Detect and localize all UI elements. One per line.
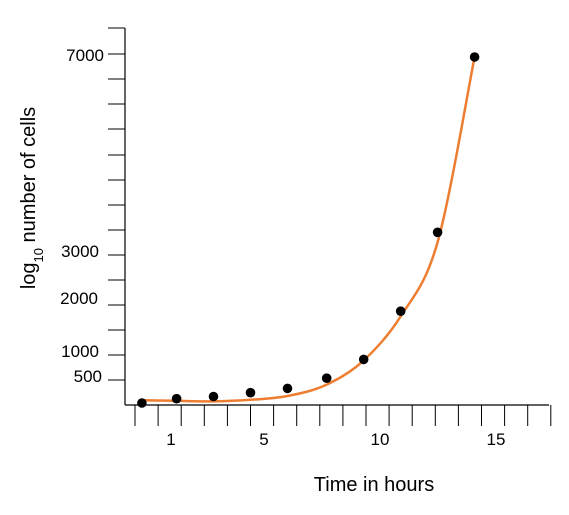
data-point: [321, 373, 332, 384]
y-tick-labels: 500 1000 2000 3000 7000: [60, 46, 104, 386]
data-point: [395, 306, 406, 317]
data-point: [432, 227, 443, 238]
x-tick-labels: 1 5 10 15: [166, 430, 505, 449]
y-tick-label-3000: 3000: [61, 242, 99, 261]
y-axis-title: log10 number of cells: [18, 107, 46, 289]
x-tick-label-5: 5: [259, 430, 268, 449]
data-point: [469, 52, 480, 62]
data-point: [208, 391, 219, 402]
y-tick-label-7000: 7000: [66, 46, 104, 65]
y-axis-ticks: [108, 27, 125, 381]
y-tick-label-500: 500: [74, 367, 102, 386]
data-point: [171, 393, 182, 404]
x-axis-ticks: [134, 405, 552, 426]
data-point: [282, 383, 293, 394]
fitted-curve: [141, 56, 476, 403]
x-axis-title: Time in hours: [314, 474, 434, 496]
y-tick-label-1000: 1000: [61, 342, 99, 361]
x-tick-label-1: 1: [166, 430, 175, 449]
x-tick-label-15: 15: [487, 430, 506, 449]
data-point: [358, 354, 369, 365]
plot-area: [137, 52, 480, 408]
data-point: [245, 387, 256, 398]
y-axis-title-subscript: 10: [31, 248, 46, 262]
y-tick-label-2000: 2000: [60, 289, 98, 308]
x-tick-label-10: 10: [371, 430, 390, 449]
data-point: [137, 398, 147, 408]
